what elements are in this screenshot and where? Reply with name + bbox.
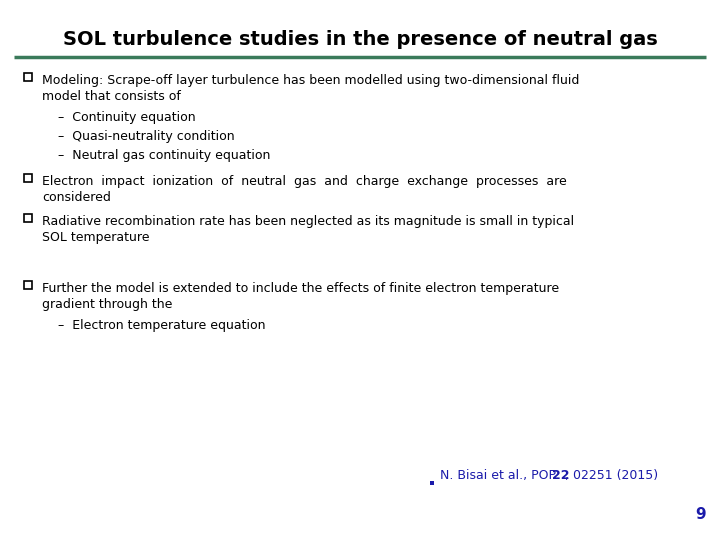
Text: –  Quasi-neutrality condition: – Quasi-neutrality condition [58,130,235,143]
Bar [24,281,32,289]
Text: , 02251 (2015): , 02251 (2015) [565,469,658,482]
Text: –  Electron temperature equation: – Electron temperature equation [58,319,266,332]
Bar [24,73,32,81]
Bar [24,174,32,182]
Text: model that consists of: model that consists of [42,90,181,103]
Text: Radiative recombination rate has been neglected as its magnitude is small in typ: Radiative recombination rate has been ne… [42,215,574,228]
Text: 22: 22 [552,469,570,482]
Text: N. Bisai et al., POP: N. Bisai et al., POP [440,469,560,482]
Text: 9: 9 [696,507,706,522]
Text: Electron  impact  ionization  of  neutral  gas  and  charge  exchange  processes: Electron impact ionization of neutral ga… [42,175,567,188]
Text: SOL temperature: SOL temperature [42,231,150,244]
Text: Modeling: Scrape-off layer turbulence has been modelled using two-dimensional fl: Modeling: Scrape-off layer turbulence ha… [42,74,580,87]
Text: –  Continuity equation: – Continuity equation [58,111,196,124]
Bar [24,214,32,222]
Text: SOL turbulence studies in the presence of neutral gas: SOL turbulence studies in the presence o… [63,30,657,49]
Text: considered: considered [42,191,111,204]
Bar [430,481,434,485]
Text: Further the model is extended to include the effects of finite electron temperat: Further the model is extended to include… [42,282,559,295]
Text: gradient through the: gradient through the [42,298,172,311]
Text: –  Neutral gas continuity equation: – Neutral gas continuity equation [58,149,271,162]
